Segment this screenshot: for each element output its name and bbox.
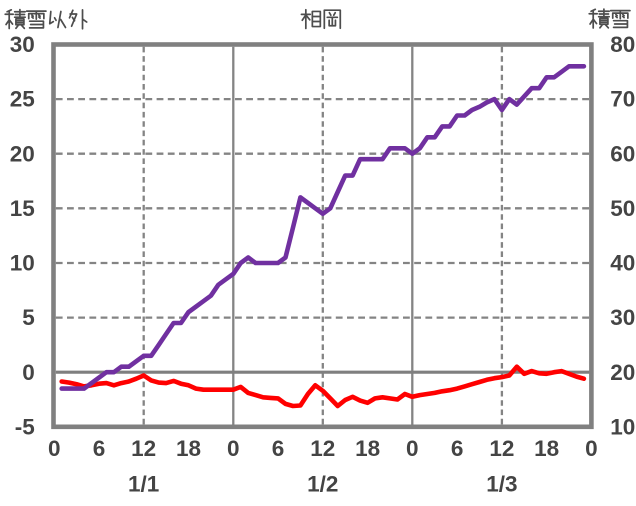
svg-text:70: 70	[610, 87, 635, 112]
svg-text:18: 18	[355, 436, 380, 461]
svg-text:1/2: 1/2	[307, 472, 338, 497]
svg-text:6: 6	[451, 436, 464, 461]
svg-text:50: 50	[610, 196, 635, 221]
svg-text:0: 0	[48, 436, 61, 461]
svg-text:1/3: 1/3	[486, 472, 517, 497]
svg-text:80: 80	[610, 32, 635, 57]
svg-text:6: 6	[93, 436, 106, 461]
svg-text:20: 20	[610, 360, 635, 385]
svg-text:1/1: 1/1	[128, 472, 159, 497]
svg-text:40: 40	[610, 251, 635, 276]
svg-text:0: 0	[22, 360, 35, 385]
svg-text:0: 0	[585, 436, 598, 461]
svg-text:15: 15	[10, 196, 35, 221]
svg-text:10: 10	[610, 414, 635, 439]
svg-text:12: 12	[489, 436, 514, 461]
svg-text:18: 18	[176, 436, 201, 461]
svg-text:-5: -5	[15, 414, 35, 439]
svg-text:18: 18	[534, 436, 559, 461]
svg-text:0: 0	[406, 436, 419, 461]
svg-text:0: 0	[227, 436, 240, 461]
svg-text:12: 12	[310, 436, 335, 461]
svg-text:60: 60	[610, 141, 635, 166]
svg-text:10: 10	[10, 251, 35, 276]
svg-text:20: 20	[10, 141, 35, 166]
svg-text:6: 6	[272, 436, 285, 461]
svg-text:12: 12	[131, 436, 156, 461]
svg-text:30: 30	[610, 305, 635, 330]
svg-text:30: 30	[10, 32, 35, 57]
svg-text:25: 25	[10, 87, 35, 112]
svg-text:5: 5	[22, 305, 35, 330]
